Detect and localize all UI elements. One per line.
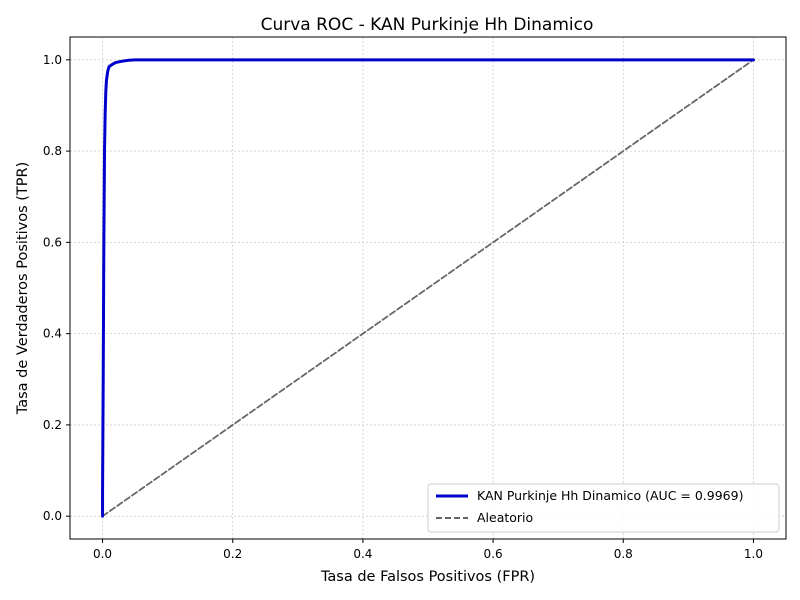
y-tick-label: 0.6 <box>43 235 62 249</box>
chart-title: Curva ROC - KAN Purkinje Hh Dinamico <box>261 15 594 35</box>
y-tick-label: 0.4 <box>43 327 62 341</box>
x-tick-label: 0.0 <box>93 547 112 561</box>
y-tick-label: 1.0 <box>43 53 62 67</box>
x-tick-label: 0.2 <box>223 547 242 561</box>
roc-curve-line <box>101 58 755 518</box>
random-baseline-line <box>101 58 755 518</box>
x-tick-label: 0.8 <box>614 547 633 561</box>
y-axis-title: Tasa de Verdaderos Positivos (TPR) <box>15 162 31 415</box>
y-tick-label: 0.8 <box>43 144 62 158</box>
y-tick-label: 0.0 <box>43 509 62 523</box>
legend-label-roc: KAN Purkinje Hh Dinamico (AUC = 0.9969) <box>477 488 743 503</box>
y-tick-label: 0.2 <box>43 418 62 432</box>
x-axis-title: Tasa de Falsos Positivos (FPR) <box>320 569 535 585</box>
legend-label-random: Aleatorio <box>477 510 533 525</box>
plot-area-frame <box>69 36 787 540</box>
legend-box <box>427 483 780 533</box>
axis-ticks: 0.0 0.2 0.4 0.6 0.8 1.0 0.0 0.2 0.4 0.6 0.8 1.0 <box>43 53 763 561</box>
legend: KAN Purkinje Hh Dinamico (AUC = 0.9969) … <box>427 483 780 533</box>
x-tick-label: 0.6 <box>484 547 503 561</box>
x-tick-label: 0.4 <box>353 547 372 561</box>
plot-series <box>101 58 755 518</box>
x-tick-label: 1.0 <box>744 547 763 561</box>
